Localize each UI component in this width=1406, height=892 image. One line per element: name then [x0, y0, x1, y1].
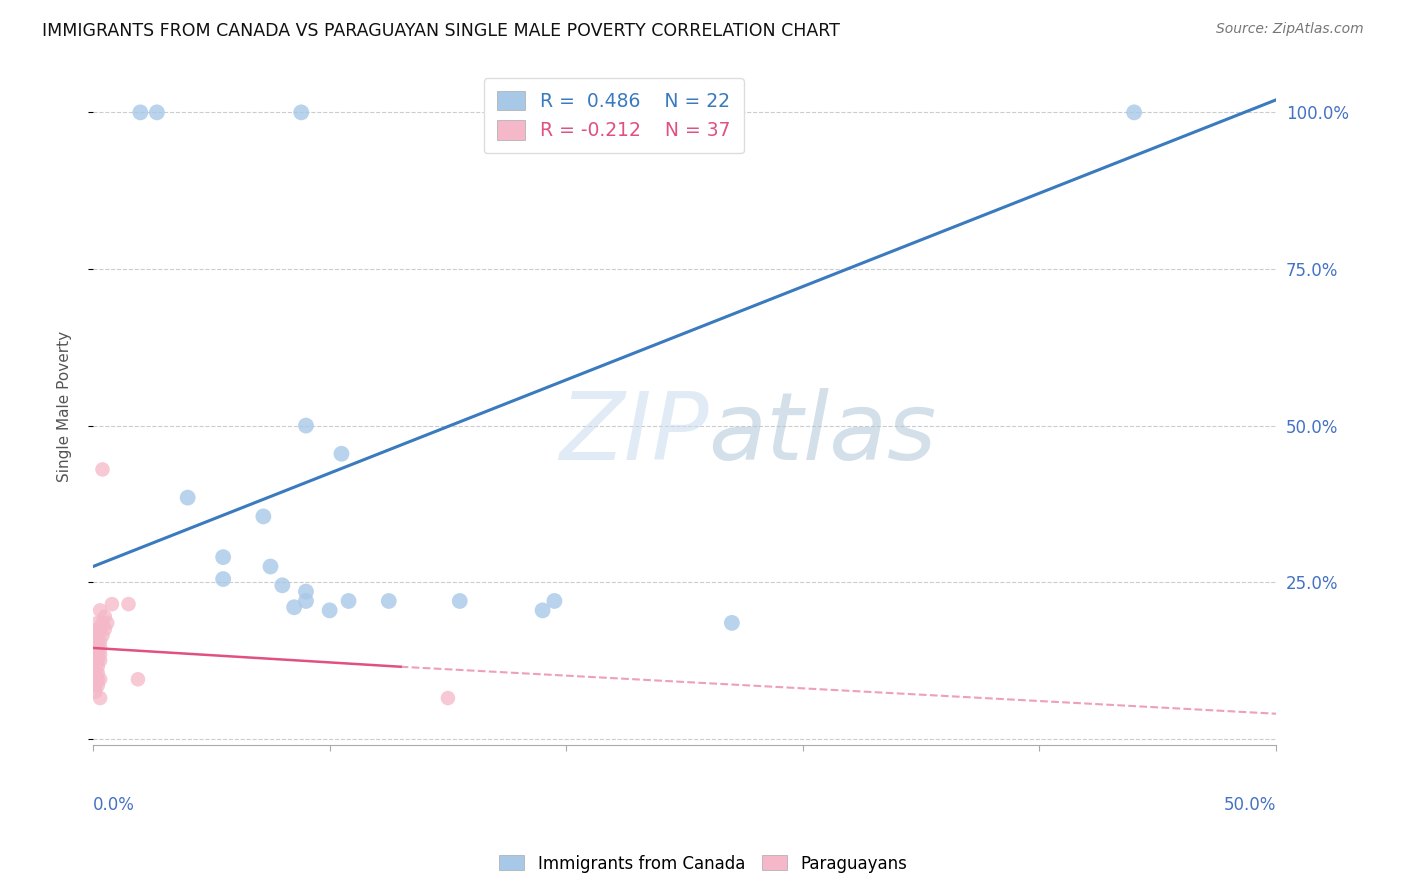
Text: IMMIGRANTS FROM CANADA VS PARAGUAYAN SINGLE MALE POVERTY CORRELATION CHART: IMMIGRANTS FROM CANADA VS PARAGUAYAN SIN… — [42, 22, 839, 40]
Point — [721, 615, 744, 630]
Point — [271, 578, 294, 592]
Point — [212, 572, 235, 586]
Point — [84, 673, 107, 687]
Point — [87, 679, 110, 693]
Point — [176, 491, 198, 505]
Point — [89, 691, 111, 706]
Point — [531, 603, 554, 617]
Point — [91, 462, 114, 476]
Legend: R =  0.486    N = 22, R = -0.212    N = 37: R = 0.486 N = 22, R = -0.212 N = 37 — [484, 78, 744, 153]
Point — [87, 673, 110, 687]
Text: 0.0%: 0.0% — [93, 796, 135, 814]
Point — [295, 418, 318, 433]
Point — [337, 594, 360, 608]
Point — [84, 640, 107, 655]
Point — [87, 659, 110, 673]
Point — [127, 673, 149, 687]
Point — [295, 594, 318, 608]
Point — [87, 622, 110, 636]
Text: Source: ZipAtlas.com: Source: ZipAtlas.com — [1216, 22, 1364, 37]
Legend: Immigrants from Canada, Paraguayans: Immigrants from Canada, Paraguayans — [492, 848, 914, 880]
Point — [449, 594, 471, 608]
Point — [437, 691, 460, 706]
Point — [295, 584, 318, 599]
Point — [1123, 105, 1146, 120]
Point — [330, 447, 353, 461]
Point — [87, 665, 110, 680]
Point — [91, 615, 114, 630]
Point — [89, 653, 111, 667]
Point — [101, 597, 124, 611]
Point — [96, 615, 118, 630]
Point — [84, 679, 107, 693]
Point — [94, 609, 117, 624]
Point — [87, 640, 110, 655]
Point — [84, 685, 107, 699]
Point — [146, 105, 169, 120]
Point — [87, 615, 110, 630]
Point — [84, 653, 107, 667]
Point — [89, 673, 111, 687]
Point — [212, 550, 235, 565]
Point — [290, 105, 312, 120]
Point — [91, 628, 114, 642]
Text: 50.0%: 50.0% — [1223, 796, 1277, 814]
Text: atlas: atlas — [709, 388, 936, 479]
Point — [378, 594, 401, 608]
Point — [318, 603, 340, 617]
Point — [89, 647, 111, 661]
Point — [84, 665, 107, 680]
Point — [87, 653, 110, 667]
Point — [283, 600, 305, 615]
Point — [87, 634, 110, 648]
Point — [543, 594, 565, 608]
Point — [252, 509, 274, 524]
Point — [89, 640, 111, 655]
Text: ZIP: ZIP — [558, 388, 709, 479]
Point — [84, 659, 107, 673]
Point — [87, 647, 110, 661]
Point — [94, 622, 117, 636]
Point — [129, 105, 152, 120]
Point — [89, 622, 111, 636]
Point — [84, 628, 107, 642]
Point — [259, 559, 281, 574]
Point — [89, 634, 111, 648]
Y-axis label: Single Male Poverty: Single Male Poverty — [58, 331, 72, 483]
Point — [89, 603, 111, 617]
Point — [117, 597, 139, 611]
Point — [87, 628, 110, 642]
